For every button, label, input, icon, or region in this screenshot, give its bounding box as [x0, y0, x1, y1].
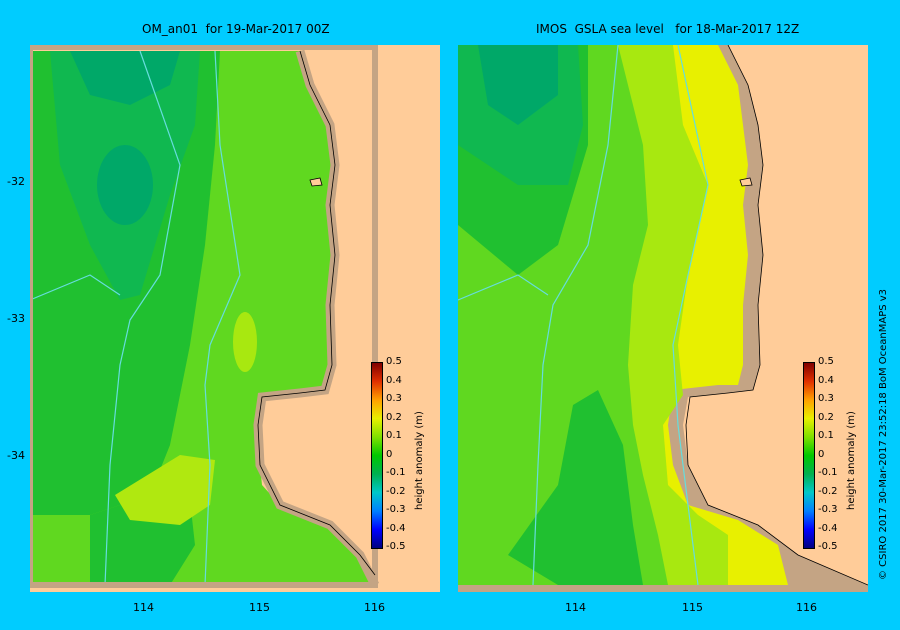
- colorbar-tick-label: -0.5: [818, 541, 838, 552]
- left-darkest-region: [70, 51, 180, 105]
- lon-tick-label: 115: [249, 601, 270, 614]
- right-island: [739, 177, 753, 187]
- right-contour-2: [532, 45, 619, 586]
- colorbar-label: height anomaly (m): [846, 411, 857, 510]
- lon-tick-label: 114: [133, 601, 154, 614]
- lon-tick-label: 115: [682, 601, 703, 614]
- colorbar-tick-label: 0.2: [818, 411, 834, 423]
- colorbar-tick-label: -0.3: [386, 504, 406, 515]
- left-map-svg: [30, 45, 440, 592]
- colorbar-tick-label: -0.5: [386, 541, 406, 552]
- colorbar-tick-label: 0.4: [818, 374, 834, 386]
- colorbar-tick-label: 0.5: [818, 356, 834, 367]
- colorbar-tick-label: -0.3: [818, 504, 838, 515]
- colorbar-tick-label: -0.2: [386, 485, 406, 497]
- colorbar-tick-label: 0.1: [386, 430, 402, 441]
- left-contour-3: [30, 274, 121, 301]
- colorbar-gradient: [371, 362, 383, 549]
- right-green-region-3: [508, 390, 643, 585]
- colorbar-tick-label: -0.1: [386, 467, 406, 478]
- left-frame: [30, 45, 378, 588]
- right-map-svg: [458, 45, 868, 592]
- right-contour-1: [672, 45, 709, 586]
- right-panel-title: IMOS GSLA sea level for 18-Mar-2017 12Z: [536, 22, 800, 36]
- colorbar-tick-label: 0.1: [818, 430, 834, 441]
- left-map-panel: [30, 45, 440, 592]
- lon-tick-label: 116: [796, 601, 817, 614]
- credit-text: © CSIRO 2017 30-Mar-2017 23:52:18 BoM Oc…: [878, 288, 889, 580]
- left-panel-title: OM_an01 for 19-Mar-2017 00Z: [142, 22, 330, 36]
- colorbar-tick-label: -0.4: [818, 522, 838, 534]
- left-yellow-patch-2: [115, 455, 215, 525]
- colorbar-label: height anomaly (m): [414, 411, 425, 510]
- right-darkest-region: [478, 45, 558, 125]
- colorbar-gradient: [803, 362, 815, 549]
- colorbar-tick-label: 0.3: [818, 393, 834, 404]
- colorbar-tick-label: -0.4: [386, 522, 406, 534]
- left-dark-blob: [97, 145, 153, 225]
- colorbar-tick-label: -0.2: [818, 485, 838, 497]
- left-island: [309, 177, 323, 187]
- colorbar-tick-label: 0.5: [386, 356, 402, 367]
- left-contour-2: [104, 50, 181, 586]
- colorbar-tick-label: -0.1: [818, 467, 838, 478]
- lon-tick-label: 116: [364, 601, 385, 614]
- colorbar-tick-label: 0: [386, 448, 393, 460]
- lat-tick-label: -32: [7, 175, 25, 188]
- colorbar-tick-label: 0.2: [386, 411, 402, 423]
- lon-tick-label: 114: [565, 601, 586, 614]
- right-coastline: [685, 45, 868, 586]
- lat-tick-label: -33: [7, 312, 25, 325]
- left-coastline: [257, 50, 376, 576]
- colorbar-tick-label: 0: [818, 448, 825, 460]
- left-contour-1: [204, 50, 241, 586]
- lat-tick-label: -34: [7, 449, 25, 462]
- colorbar-tick-label: 0.3: [386, 393, 402, 404]
- colorbar-tick-label: 0.4: [386, 374, 402, 386]
- right-map-panel: [458, 45, 868, 592]
- left-yellow-patch: [233, 312, 257, 372]
- right-contour-3: [458, 274, 549, 301]
